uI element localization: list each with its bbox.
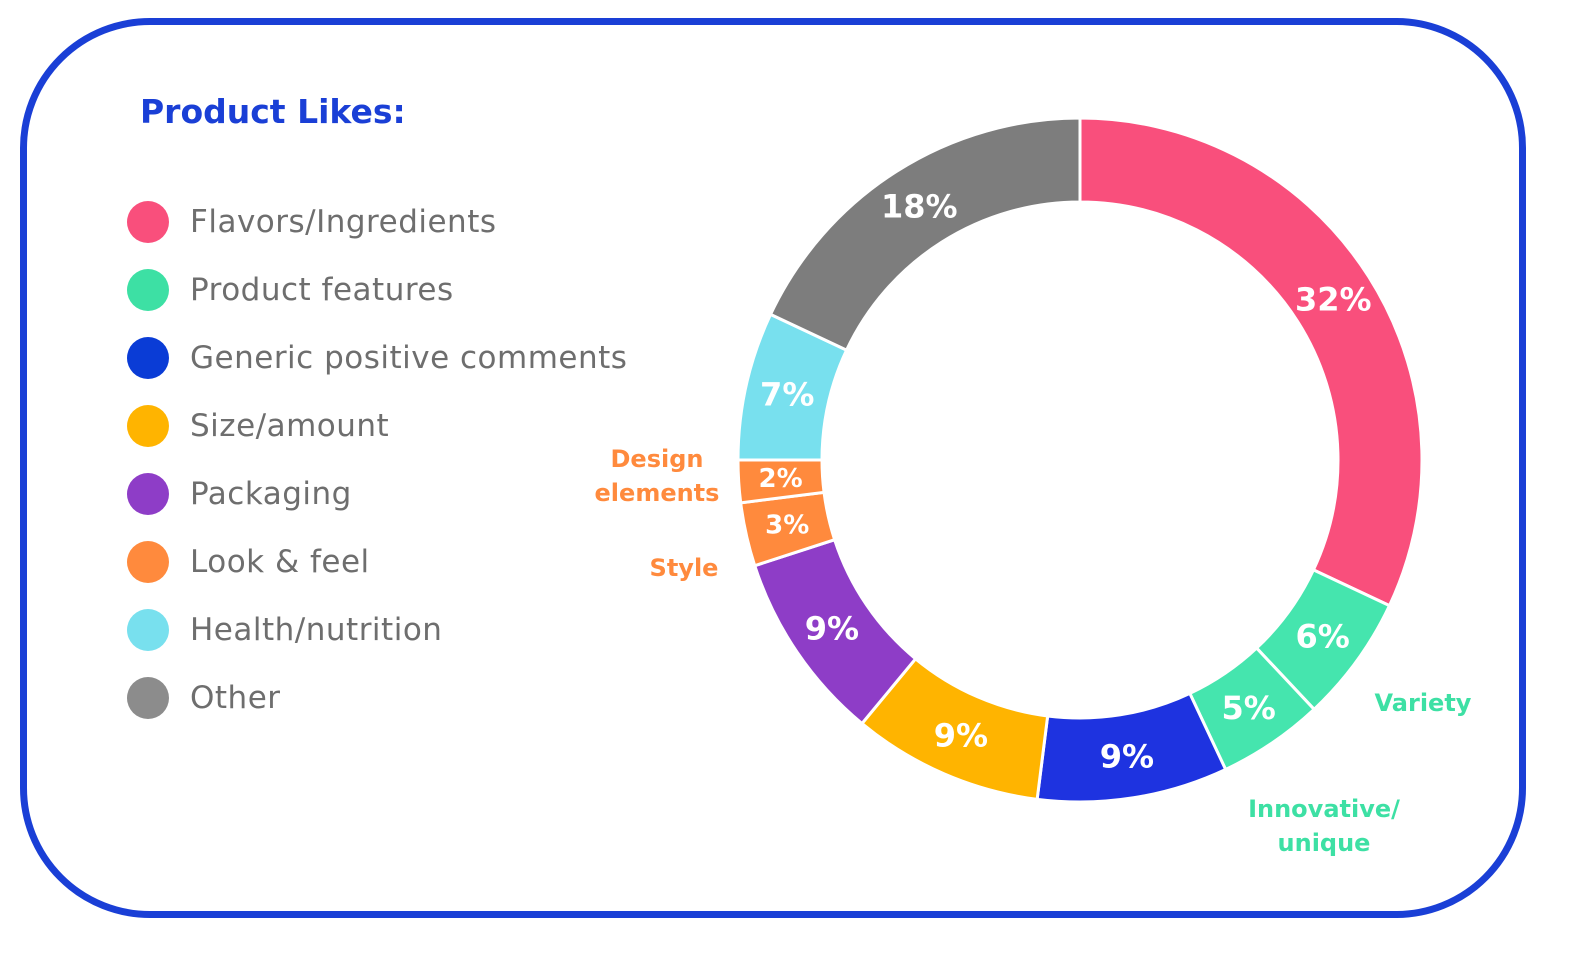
legend-label: Packaging [190,476,352,512]
legend-label: Flavors/Ingredients [190,204,497,240]
legend-swatch [127,609,169,651]
legend: Flavors/Ingredients Product features Gen… [127,188,627,732]
legend-item-look-feel: Look & feel [127,528,627,596]
legend-swatch [127,677,169,719]
legend-item-product-features: Product features [127,256,627,324]
legend-label: Other [190,680,281,716]
legend-item-flavors: Flavors/Ingredients [127,188,627,256]
legend-item-generic-positive: Generic positive comments [127,324,627,392]
legend-item-other: Other [127,664,627,732]
legend-swatch [127,337,169,379]
legend-label: Product features [190,272,454,308]
legend-label: Size/amount [190,408,390,444]
legend-label: Health/nutrition [190,612,443,648]
chart-title: Product Likes: [140,92,406,131]
legend-label: Generic positive comments [190,340,628,376]
legend-swatch [127,541,169,583]
legend-item-health: Health/nutrition [127,596,627,664]
legend-item-size-amount: Size/amount [127,392,627,460]
legend-label: Look & feel [190,544,370,580]
legend-swatch [127,269,169,311]
legend-swatch [127,201,169,243]
legend-swatch [127,405,169,447]
legend-item-packaging: Packaging [127,460,627,528]
legend-swatch [127,473,169,515]
